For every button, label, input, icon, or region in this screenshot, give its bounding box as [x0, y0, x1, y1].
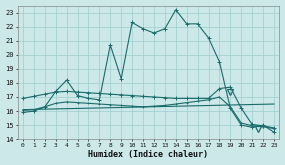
X-axis label: Humidex (Indice chaleur): Humidex (Indice chaleur): [88, 150, 209, 159]
